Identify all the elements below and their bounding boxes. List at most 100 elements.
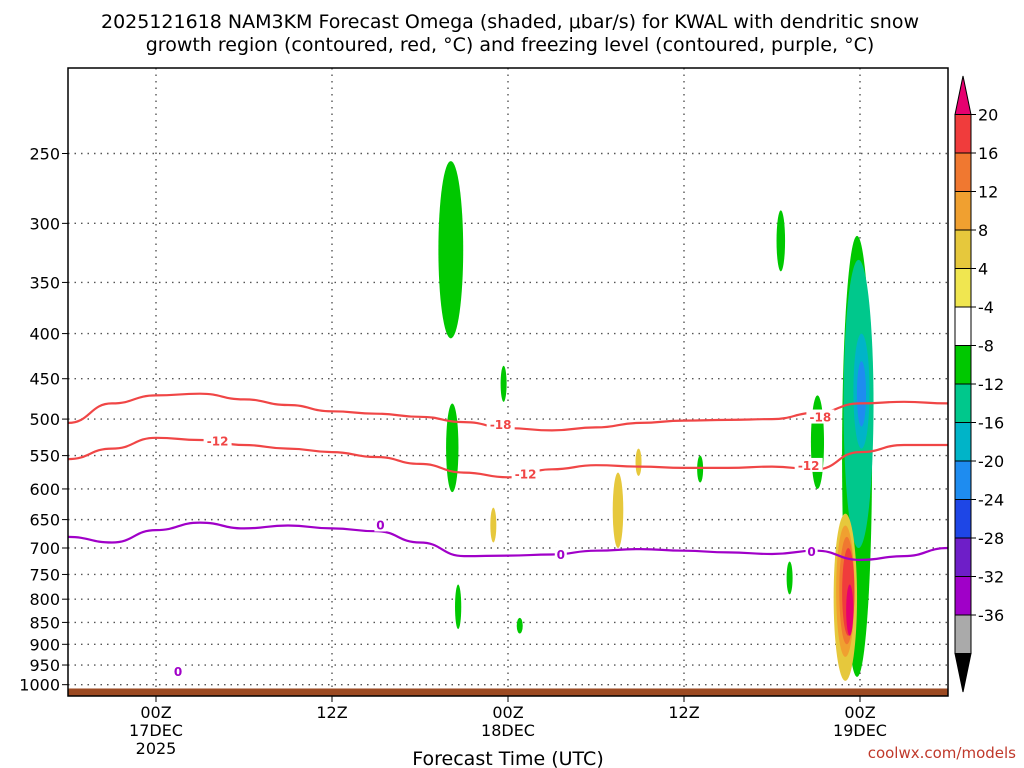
contour-label: 0	[807, 545, 815, 559]
contour-line	[68, 521, 948, 562]
colorbar-label: -4	[978, 298, 994, 317]
colorbar-swatch	[954, 114, 972, 154]
omega-region	[856, 361, 867, 427]
terrain-layer	[68, 688, 948, 696]
site-credit: coolwx.com/models	[868, 744, 1016, 762]
contour-label: -18	[490, 418, 512, 432]
colorbar-label: 16	[978, 144, 998, 163]
colorbar-label: -16	[978, 414, 1004, 433]
omega-region	[776, 210, 786, 272]
y-tick-label: 800	[29, 590, 60, 609]
colorbar-swatch	[954, 653, 972, 693]
x-tick-label: 18DEC	[481, 721, 535, 740]
y-tick-label: 450	[29, 370, 60, 389]
y-tick-label: 600	[29, 480, 60, 499]
y-axis-ticks: 250 300 350 400 450 500 550 600 650 700 750 800 850 9…	[19, 144, 68, 695]
x-tick-label: 00Z	[140, 703, 171, 722]
y-tick-label: 1000	[19, 676, 60, 695]
colorbar-label: 20	[978, 106, 998, 125]
x-tick-label: 17DEC	[129, 721, 183, 740]
colorbar-label: -32	[978, 568, 1004, 587]
omega-region	[490, 507, 497, 543]
chart-title-line-1: 2025121618 NAM3KM Forecast Omega (shaded…	[101, 11, 919, 33]
y-tick-label: 850	[29, 613, 60, 632]
omega-shading	[438, 161, 874, 681]
omega-region	[786, 561, 793, 595]
colorbar-label: -20	[978, 452, 1004, 471]
colorbar-swatch	[954, 422, 972, 462]
x-tick-label: 12Z	[668, 703, 699, 722]
omega-region	[455, 584, 462, 630]
colorbar: 20 16 12 8 4 -4 -8 -12 -16 -20 -24 -28 -32 -36	[954, 75, 1004, 693]
omega-region	[635, 448, 642, 476]
colorbar-swatch	[954, 614, 972, 654]
contour-label-bg	[172, 663, 184, 678]
y-tick-label: 300	[29, 214, 60, 233]
colorbar-swatch	[954, 152, 972, 192]
colorbar-swatch	[954, 537, 972, 577]
y-tick-label: 250	[29, 144, 60, 163]
contour-label-bg	[806, 409, 835, 424]
colorbar-label: -12	[978, 375, 1004, 394]
contour-label-bg	[203, 433, 232, 448]
x-tick-label: 2025	[136, 739, 177, 758]
contour-label: -12	[207, 434, 229, 448]
colorbar-label: 12	[978, 183, 998, 202]
colorbar-swatch	[954, 383, 972, 423]
y-tick-label: 900	[29, 635, 60, 654]
omega-region	[438, 161, 464, 339]
y-tick-label: 750	[29, 565, 60, 584]
contour-label: 0	[557, 548, 565, 562]
chart-title-line-2: growth region (contoured, red, °C) and f…	[146, 34, 875, 56]
y-tick-label: 500	[29, 410, 60, 429]
omega-region	[810, 395, 825, 489]
contour-label: -12	[798, 459, 820, 473]
contour-label: -12	[515, 468, 537, 482]
contour-label-bg	[486, 417, 515, 432]
omega-region	[446, 403, 459, 493]
colorbar-label: -28	[978, 529, 1004, 548]
contour-label: 0	[174, 665, 182, 679]
contour-label-bg	[794, 457, 823, 472]
contour-label-bg	[511, 466, 540, 481]
omega-region	[500, 365, 507, 402]
contour-labels: -18 -18 -12 -12 -12 0 0 0 0	[172, 409, 835, 679]
omega-region	[612, 472, 624, 549]
y-tick-label: 950	[29, 656, 60, 675]
y-tick-label: 650	[29, 511, 60, 530]
colorbar-swatch	[954, 268, 972, 308]
colorbar-swatch	[954, 499, 972, 539]
omega-region	[516, 617, 523, 634]
y-tick-label: 700	[29, 539, 60, 558]
grid-lines	[68, 68, 948, 696]
colorbar-swatch	[954, 576, 972, 616]
colorbar-label: -36	[978, 606, 1004, 625]
colorbar-swatch	[954, 191, 972, 231]
x-tick-label: 19DEC	[833, 721, 887, 740]
colorbar-label: -8	[978, 337, 994, 356]
colorbar-swatch	[954, 229, 972, 269]
colorbar-swatch	[954, 460, 972, 500]
colorbar-swatch	[954, 306, 972, 346]
colorbar-swatch	[954, 345, 972, 385]
contour-label-bg	[805, 543, 818, 558]
terrain-fill	[68, 688, 948, 696]
contour-label: -18	[810, 411, 832, 425]
omega-region	[697, 455, 704, 483]
omega-region	[846, 584, 854, 636]
contour-label-bg	[554, 547, 567, 562]
colorbar-label: 4	[978, 260, 988, 279]
y-tick-label: 350	[29, 273, 60, 292]
x-tick-label: 00Z	[844, 703, 875, 722]
colorbar-swatch	[954, 75, 972, 115]
x-tick-label: 12Z	[316, 703, 347, 722]
colorbar-label: 8	[978, 221, 988, 240]
x-tick-label: 00Z	[492, 703, 523, 722]
y-tick-label: 400	[29, 325, 60, 344]
contour-label-bg	[374, 517, 387, 532]
contour-label: 0	[376, 518, 384, 532]
x-axis-label: Forecast Time (UTC)	[412, 748, 603, 768]
colorbar-label: -24	[978, 491, 1004, 510]
